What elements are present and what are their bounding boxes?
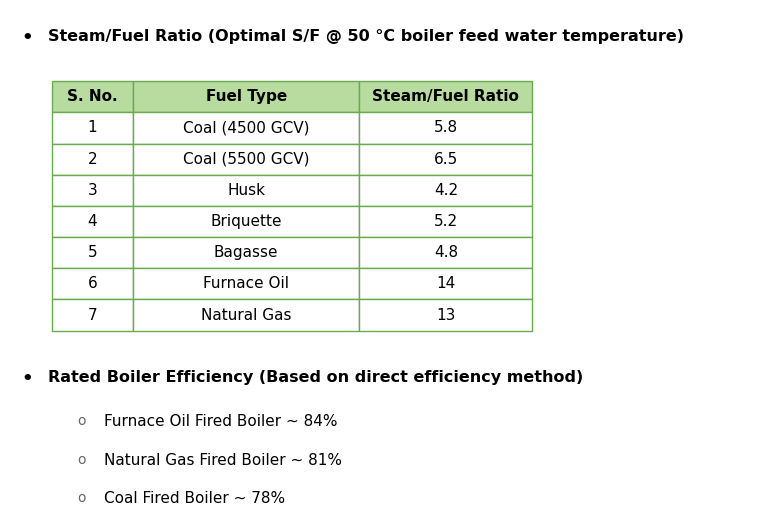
Text: 2: 2 bbox=[88, 151, 98, 167]
Text: Rated Boiler Efficiency (Based on direct efficiency method): Rated Boiler Efficiency (Based on direct… bbox=[48, 370, 583, 385]
Text: S. No.: S. No. bbox=[68, 89, 118, 104]
Text: o: o bbox=[77, 414, 85, 429]
Text: Steam/Fuel Ratio (Optimal S/F @ 50 °C boiler feed water temperature): Steam/Fuel Ratio (Optimal S/F @ 50 °C bo… bbox=[48, 29, 684, 44]
Text: 3: 3 bbox=[88, 183, 98, 198]
Text: Coal (5500 GCV): Coal (5500 GCV) bbox=[183, 151, 310, 167]
Bar bbox=[52, 268, 133, 300]
Bar bbox=[52, 206, 133, 237]
Bar bbox=[52, 175, 133, 206]
Bar bbox=[133, 175, 359, 206]
Text: 5.2: 5.2 bbox=[434, 214, 458, 229]
Bar bbox=[52, 144, 133, 175]
Text: Natural Gas Fired Boiler ~ 81%: Natural Gas Fired Boiler ~ 81% bbox=[104, 453, 342, 468]
Text: 13: 13 bbox=[436, 308, 455, 323]
Bar bbox=[359, 113, 532, 144]
Text: Coal (4500 GCV): Coal (4500 GCV) bbox=[183, 121, 310, 136]
Bar bbox=[52, 300, 133, 331]
Text: •: • bbox=[22, 29, 33, 47]
Text: •: • bbox=[22, 370, 33, 388]
Text: Natural Gas: Natural Gas bbox=[201, 308, 291, 323]
Text: o: o bbox=[77, 491, 85, 505]
Text: Steam/Fuel Ratio: Steam/Fuel Ratio bbox=[372, 89, 519, 104]
Text: o: o bbox=[77, 453, 85, 467]
Bar bbox=[52, 237, 133, 268]
Bar bbox=[133, 237, 359, 268]
Bar bbox=[359, 81, 532, 113]
Bar bbox=[133, 268, 359, 300]
Bar bbox=[52, 113, 133, 144]
Bar bbox=[359, 144, 532, 175]
Text: 7: 7 bbox=[88, 308, 98, 323]
Text: Furnace Oil Fired Boiler ~ 84%: Furnace Oil Fired Boiler ~ 84% bbox=[104, 414, 337, 430]
Text: 6: 6 bbox=[88, 276, 98, 291]
Text: Furnace Oil: Furnace Oil bbox=[204, 276, 289, 291]
Bar bbox=[359, 237, 532, 268]
Bar bbox=[133, 300, 359, 331]
Bar bbox=[52, 81, 133, 113]
Text: 4.8: 4.8 bbox=[434, 245, 458, 260]
Text: Husk: Husk bbox=[227, 183, 265, 198]
Bar bbox=[133, 81, 359, 113]
Text: Briquette: Briquette bbox=[210, 214, 282, 229]
Text: 4: 4 bbox=[88, 214, 98, 229]
Bar bbox=[359, 175, 532, 206]
Text: 6.5: 6.5 bbox=[434, 151, 458, 167]
Bar bbox=[133, 206, 359, 237]
Text: 5.8: 5.8 bbox=[434, 121, 458, 136]
Bar bbox=[133, 144, 359, 175]
Text: Coal Fired Boiler ~ 78%: Coal Fired Boiler ~ 78% bbox=[104, 491, 285, 506]
Text: 1: 1 bbox=[88, 121, 98, 136]
Text: 5: 5 bbox=[88, 245, 98, 260]
Text: Bagasse: Bagasse bbox=[214, 245, 278, 260]
Bar bbox=[359, 268, 532, 300]
Text: 14: 14 bbox=[436, 276, 455, 291]
Bar bbox=[133, 113, 359, 144]
Text: Fuel Type: Fuel Type bbox=[206, 89, 286, 104]
Bar bbox=[359, 206, 532, 237]
Bar bbox=[359, 300, 532, 331]
Text: 4.2: 4.2 bbox=[434, 183, 458, 198]
